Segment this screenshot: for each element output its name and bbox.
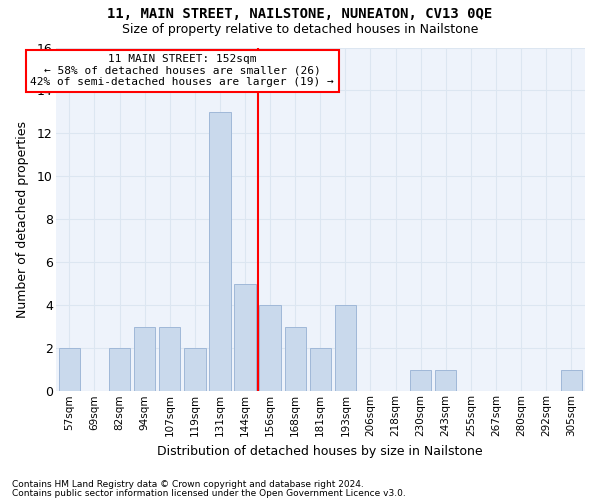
- Text: 11, MAIN STREET, NAILSTONE, NUNEATON, CV13 0QE: 11, MAIN STREET, NAILSTONE, NUNEATON, CV…: [107, 8, 493, 22]
- Bar: [184, 348, 206, 392]
- Bar: [284, 327, 306, 392]
- Bar: [159, 327, 181, 392]
- Bar: [560, 370, 582, 392]
- Bar: [310, 348, 331, 392]
- Text: 11 MAIN STREET: 152sqm
← 58% of detached houses are smaller (26)
42% of semi-det: 11 MAIN STREET: 152sqm ← 58% of detached…: [31, 54, 334, 87]
- Bar: [259, 306, 281, 392]
- X-axis label: Distribution of detached houses by size in Nailstone: Distribution of detached houses by size …: [157, 444, 483, 458]
- Bar: [335, 306, 356, 392]
- Bar: [109, 348, 130, 392]
- Bar: [435, 370, 457, 392]
- Bar: [134, 327, 155, 392]
- Text: Contains public sector information licensed under the Open Government Licence v3: Contains public sector information licen…: [12, 488, 406, 498]
- Bar: [209, 112, 230, 392]
- Bar: [410, 370, 431, 392]
- Y-axis label: Number of detached properties: Number of detached properties: [16, 121, 29, 318]
- Text: Size of property relative to detached houses in Nailstone: Size of property relative to detached ho…: [122, 22, 478, 36]
- Bar: [59, 348, 80, 392]
- Bar: [235, 284, 256, 392]
- Text: Contains HM Land Registry data © Crown copyright and database right 2024.: Contains HM Land Registry data © Crown c…: [12, 480, 364, 489]
